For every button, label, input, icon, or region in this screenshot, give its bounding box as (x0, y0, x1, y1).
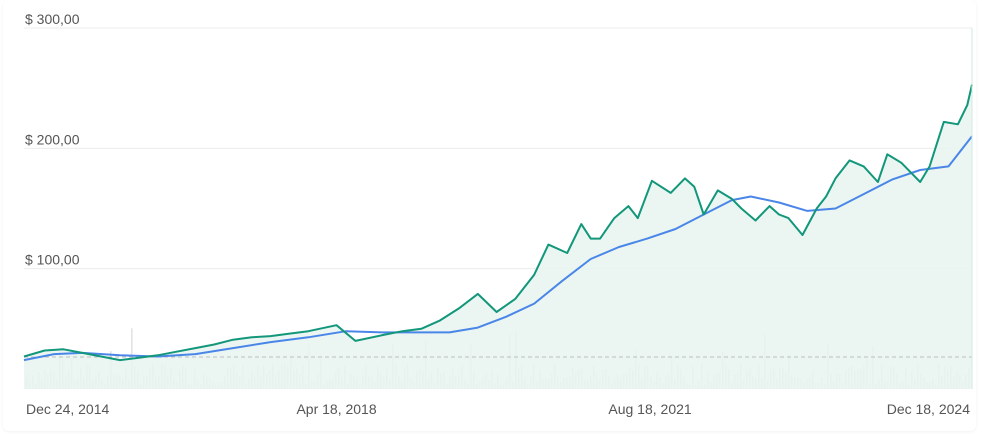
moving-average-line (23, 135, 973, 362)
y-tick-label: $ 200,00 (25, 131, 80, 147)
x-axis-ticks: Dec 24, 2014 Apr 18, 2018 Aug 18, 2021 Dec … (26, 401, 970, 417)
y-tick-label: $ 100,00 (25, 252, 80, 268)
y-axis-ticks: $ 100,00 $ 200,00 $ 300,00 (25, 11, 80, 268)
price-line (23, 84, 973, 362)
x-tick-label: Aug 18, 2021 (608, 401, 692, 417)
y-tick-label: $ 300,00 (25, 11, 80, 27)
price-area-fill (24, 84, 972, 389)
x-tick-label: Dec 24, 2014 (26, 401, 109, 417)
x-tick-label: Apr 18, 2018 (296, 401, 376, 417)
x-tick-label: Dec 18, 2024 (887, 401, 970, 417)
